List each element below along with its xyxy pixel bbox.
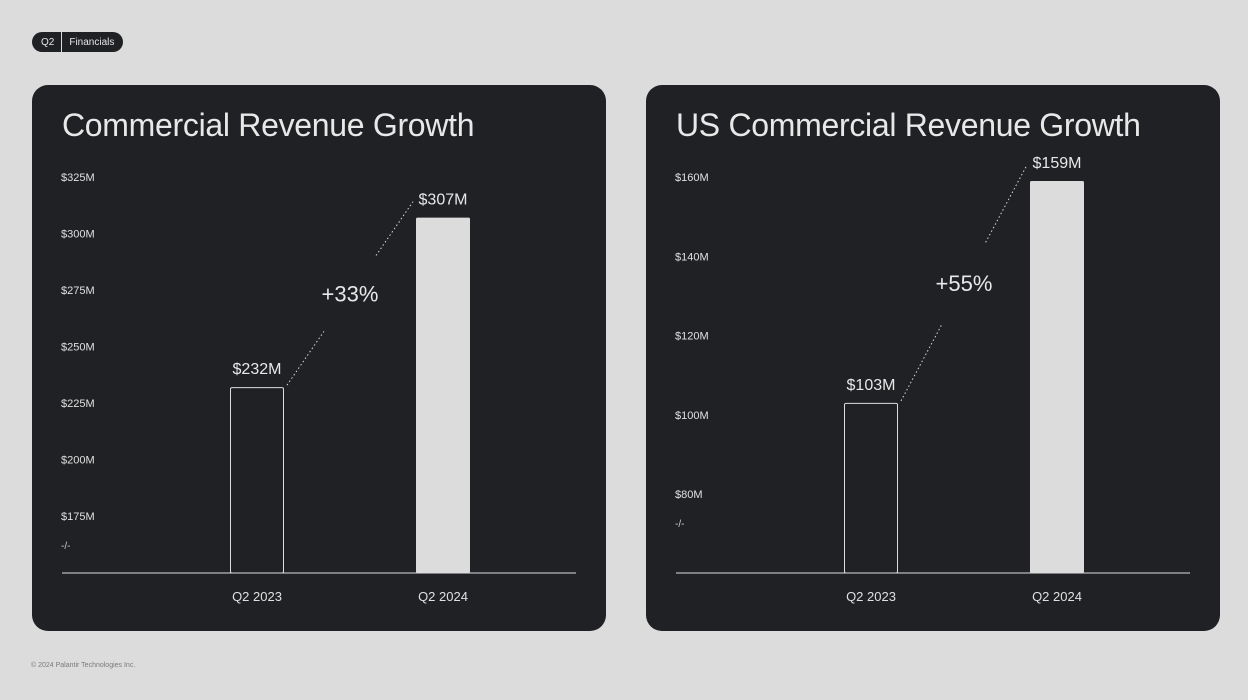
growth-percentage-label: +55% [936,271,993,296]
chart-title: US Commercial Revenue Growth [676,107,1141,143]
y-tick-label: $275M [61,285,95,297]
bar-value-label: $232M [233,361,282,378]
y-tick-label: $175M [61,511,95,523]
section-tag: Q2 Financials [32,32,124,52]
x-category-label: Q2 2023 [846,589,896,604]
y-tick-label: $120M [675,331,709,343]
growth-connector-upper [985,164,1028,243]
growth-percentage-label: +33% [322,281,379,306]
bar-value-label: $307M [419,192,468,209]
us-commercial-revenue-chart: $80M $100M $120M $140M $160M -/- $103M Q2 2023 $… [675,155,1190,604]
y-tick-label: $100M [675,410,709,422]
y-tick-label: $140M [675,251,709,263]
section-tag-topic: Financials [69,36,115,48]
bar-value-label: $159M [1033,155,1082,172]
chart-card-commercial: Commercial Revenue Growth $175M $200M $225… [32,85,606,631]
bar-q2-2023 [844,402,898,574]
x-category-label: Q2 2024 [1032,589,1082,604]
y-tick-label: $225M [61,398,95,410]
growth-connector-lower [286,331,325,386]
y-tick-label: $300M [61,229,95,241]
y-tick-label: $325M [61,172,95,184]
growth-connector-upper [375,201,414,256]
chart-card-us-commercial: US Commercial Revenue Growth $80M $100M $1… [646,85,1220,631]
section-tag-divider [61,32,63,52]
x-category-label: Q2 2024 [418,589,468,604]
chart-title: Commercial Revenue Growth [62,107,475,143]
x-category-label: Q2 2023 [232,589,282,604]
axis-break-marker: -/- [61,541,70,552]
section-tag-quarter: Q2 [41,36,55,48]
growth-connector-lower [900,323,943,402]
bar-q2-2024 [416,217,470,573]
copyright-footer: © 2024 Palantir Technologies Inc. [31,662,136,669]
y-tick-label: $200M [61,455,95,467]
bar-q2-2023 [230,387,284,574]
commercial-revenue-chart: $175M $200M $225M $250M $275M $300M $325M -/- $2… [61,172,576,604]
bar-q2-2024 [1030,180,1084,573]
axis-break-marker: -/- [675,519,684,530]
y-tick-label: $80M [675,489,703,501]
bar-value-label: $103M [847,377,896,394]
y-tick-label: $250M [61,342,95,354]
y-tick-label: $160M [675,172,709,184]
